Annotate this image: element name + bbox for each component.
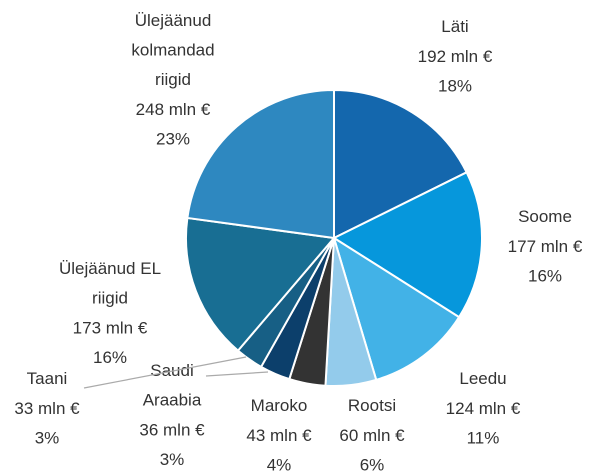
value-label: 33 mln € [14,399,80,418]
category-line: Leedu [459,369,506,388]
category-line: Ülejäänud [135,11,212,30]
leader-line [83,356,247,389]
category-line: Rootsi [348,396,396,415]
value-label: 124 mln € [446,399,521,418]
pie-slice [186,88,335,240]
slice-category: Taani [27,369,68,388]
value-label: 60 mln € [339,426,405,445]
slice-category: SaudiAraabia [143,361,202,410]
leader-line [205,371,269,377]
slice-category: Leedu [459,369,506,388]
category-line: Ülejäänud EL [59,259,161,278]
share-label: 3% [35,428,60,447]
pie-slice [333,88,468,240]
slice-category: Ülejäänud kolmandad riigid [131,11,214,89]
category-line: Taani [27,369,68,388]
slice-category: Maroko [251,396,308,415]
share-label: 23% [156,129,190,148]
slice-category: Ülejäänud EL riigid [59,259,161,308]
category-line: riigid [155,70,191,89]
value-label: 43 mln € [246,426,312,445]
slice-category: Rootsi [348,396,396,415]
category-line: Soome [518,207,572,226]
share-label: 6% [360,455,385,472]
share-label: 4% [267,455,292,472]
pie-slice [332,235,461,382]
share-label: 11% [467,428,500,447]
value-label: 36 mln € [139,420,205,439]
category-line: Maroko [251,396,308,415]
share-label: 16% [528,266,562,285]
share-label: 3% [160,450,185,469]
pie-slice [331,170,483,319]
share-label: 18% [438,76,472,95]
category-line: kolmandad [131,41,214,60]
value-label: 173 mln € [73,318,148,337]
share-label: 16% [93,348,127,367]
slice-category: Läti [441,17,468,36]
category-line: Läti [441,17,468,36]
slice-category: Soome [518,207,572,226]
category-line: riigid [92,289,128,308]
value-label: 177 mln € [508,237,583,256]
value-label: 248 mln € [136,100,211,119]
pie-slice [185,216,336,353]
category-line: Araabia [143,391,202,410]
value-label: 192 mln € [418,47,493,66]
